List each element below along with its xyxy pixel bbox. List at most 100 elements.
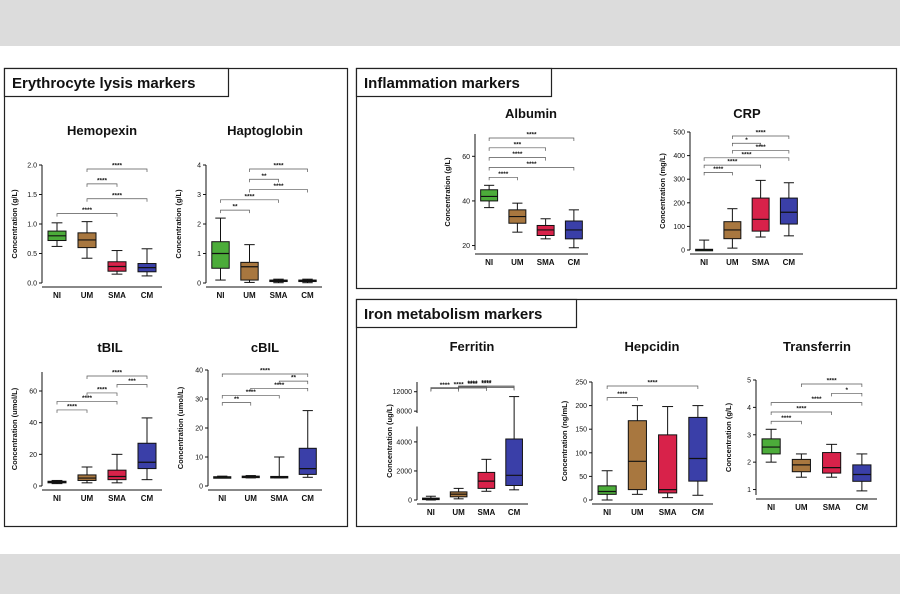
hepcidin-chart: Hepcidin 0 50 100 150 200 250 Concentration (ng… bbox=[560, 339, 713, 517]
hepcidin-ytick-label: 150 bbox=[575, 427, 587, 434]
cbil-bracket-label: **** bbox=[246, 389, 257, 396]
crp-ytick-label: 0 bbox=[681, 248, 685, 255]
cbil-bracket-label: ** bbox=[291, 375, 297, 382]
panel-erythrocyte-title: Erythrocyte lysis markers bbox=[12, 75, 195, 92]
tbil-ylabel: Concentration (umol/L) bbox=[10, 387, 19, 470]
tbil-xlabel-SMA: SMA bbox=[108, 494, 126, 503]
tbil-xlabel-CM: CM bbox=[141, 494, 154, 503]
ferritin-ytick-label: 12000 bbox=[393, 389, 413, 396]
ferritin-ytick-label: 8000 bbox=[396, 409, 412, 416]
transferrin-box-SMA bbox=[822, 452, 842, 474]
hepcidin-bracket-label: **** bbox=[617, 391, 628, 398]
hemopexin-bracket bbox=[86, 198, 148, 202]
transferrin-bracket bbox=[770, 411, 832, 415]
cbil-bracket bbox=[221, 373, 309, 377]
cbil-chart: cBIL 0 10 20 30 40 Concentration (umol/L) NI UM S… bbox=[176, 340, 322, 503]
crp-bracket-label: **** bbox=[713, 166, 724, 173]
crp-bracket-label: * bbox=[745, 137, 748, 144]
ferritin-bracket-label: **** bbox=[467, 381, 478, 388]
albumin-ytick-label: 60 bbox=[462, 154, 470, 161]
haptoglobin-bracket-label: **** bbox=[273, 163, 284, 170]
cbil-bracket bbox=[250, 387, 309, 392]
ferritin-box-CM bbox=[505, 438, 523, 486]
crp-bracket bbox=[732, 142, 761, 147]
haptoglobin-box-UM bbox=[240, 261, 259, 281]
albumin-bracket bbox=[488, 137, 575, 141]
tbil-ytick-label: 0 bbox=[33, 484, 37, 491]
cbil-bracket-label: ** bbox=[234, 396, 240, 403]
hepcidin-xlabel-CM: CM bbox=[692, 508, 705, 517]
ferritin-box-SMA bbox=[477, 471, 496, 489]
tbil-xlabel-NI: NI bbox=[53, 494, 61, 503]
hemopexin-bracket-label: **** bbox=[112, 163, 123, 170]
transferrin-xlabel-CM: CM bbox=[856, 503, 869, 512]
crp-xlabel-SMA: SMA bbox=[752, 258, 770, 267]
transferrin-bracket bbox=[831, 392, 863, 397]
crp-bracket-label: **** bbox=[756, 130, 767, 137]
tbil-bracket-label: **** bbox=[112, 370, 123, 377]
crp-bracket-label: **** bbox=[741, 151, 752, 158]
transferrin-title: Transferrin bbox=[783, 339, 851, 354]
ferritin-ylabel: Concentration (ug/L) bbox=[385, 404, 394, 478]
tbil-title: tBIL bbox=[97, 340, 122, 355]
haptoglobin-bracket-label: **** bbox=[273, 183, 284, 190]
crp-ytick-label: 100 bbox=[673, 224, 685, 231]
albumin-ytick-label: 20 bbox=[462, 243, 470, 250]
transferrin-box-CM bbox=[852, 464, 872, 482]
transferrin-bracket-label: **** bbox=[811, 396, 822, 403]
hemopexin-ytick-label: 0.0 bbox=[27, 281, 37, 288]
crp-box-SMA bbox=[751, 197, 770, 232]
transferrin-ylabel: Concentration (g/L) bbox=[724, 402, 733, 472]
transferrin-bracket-label: * bbox=[845, 387, 848, 394]
haptoglobin-ytick-label: 1 bbox=[197, 251, 201, 258]
ferritin-bracket bbox=[430, 388, 459, 392]
haptoglobin-bracket-label: ** bbox=[261, 173, 267, 180]
crp-title: CRP bbox=[733, 106, 761, 121]
ferritin-bracket-label: **** bbox=[481, 381, 492, 388]
hemopexin-chart: Hemopexin 0.0 0.5 1.0 1.5 2.0 Concentration (g… bbox=[10, 123, 162, 300]
ferritin-chart: Ferritin 0 2000 4000 8000 12000 Concentration … bbox=[385, 339, 528, 517]
tbil-box-CM bbox=[137, 442, 157, 470]
transferrin-bracket-label: **** bbox=[827, 378, 838, 385]
tbil-box-SMA bbox=[107, 469, 127, 481]
tbil-bracket-label: **** bbox=[82, 395, 93, 402]
hepcidin-xlabel-SMA: SMA bbox=[659, 508, 677, 517]
crp-xlabel-NI: NI bbox=[700, 258, 708, 267]
crp-bracket bbox=[732, 135, 790, 139]
transferrin-ytick-label: 5 bbox=[747, 378, 751, 385]
hemopexin-bracket bbox=[86, 168, 148, 172]
haptoglobin-bracket bbox=[220, 209, 250, 214]
panel-erythrocyte-title-box bbox=[3, 67, 230, 98]
haptoglobin-bracket-label: **** bbox=[244, 193, 255, 200]
tbil-bracket bbox=[116, 384, 148, 388]
haptoglobin-xlabel-CM: CM bbox=[301, 291, 314, 300]
transferrin-ytick-label: 1 bbox=[747, 487, 751, 494]
hemopexin-title: Hemopexin bbox=[67, 123, 137, 138]
haptoglobin-bracket-label: ** bbox=[232, 204, 238, 211]
ferritin-bracket-label: **** bbox=[481, 380, 492, 387]
hemopexin-bracket-label: **** bbox=[82, 207, 93, 214]
hepcidin-box-SMA bbox=[658, 434, 678, 494]
hepcidin-box-UM bbox=[627, 420, 647, 491]
ferritin-title: Ferritin bbox=[450, 339, 495, 354]
hemopexin-ytick-label: 2.0 bbox=[27, 163, 37, 170]
hepcidin-ytick-label: 0 bbox=[583, 498, 587, 505]
haptoglobin-box-NI bbox=[211, 241, 230, 269]
albumin-bracket bbox=[488, 147, 546, 151]
albumin-bracket-label: *** bbox=[514, 141, 522, 148]
tbil-bracket bbox=[86, 392, 118, 396]
transferrin-ytick-label: 4 bbox=[747, 405, 751, 412]
crp-ylabel: Concentration (mg/L) bbox=[658, 153, 667, 229]
albumin-xlabel-CM: CM bbox=[568, 258, 581, 267]
cbil-xlabel-NI: NI bbox=[218, 494, 226, 503]
hemopexin-xlabel-SMA: SMA bbox=[108, 291, 126, 300]
transferrin-bracket bbox=[801, 383, 863, 387]
hepcidin-ytick-label: 100 bbox=[575, 450, 587, 457]
crp-box-CM bbox=[779, 197, 798, 225]
crp-ytick-label: 400 bbox=[673, 153, 685, 160]
crp-bracket-label: **** bbox=[756, 144, 767, 151]
transferrin-chart: Transferrin 1 2 3 4 5 Concentration (g/L) NI UM S… bbox=[724, 339, 877, 512]
transferrin-bracket bbox=[770, 420, 802, 425]
hemopexin-bracket bbox=[86, 183, 118, 187]
